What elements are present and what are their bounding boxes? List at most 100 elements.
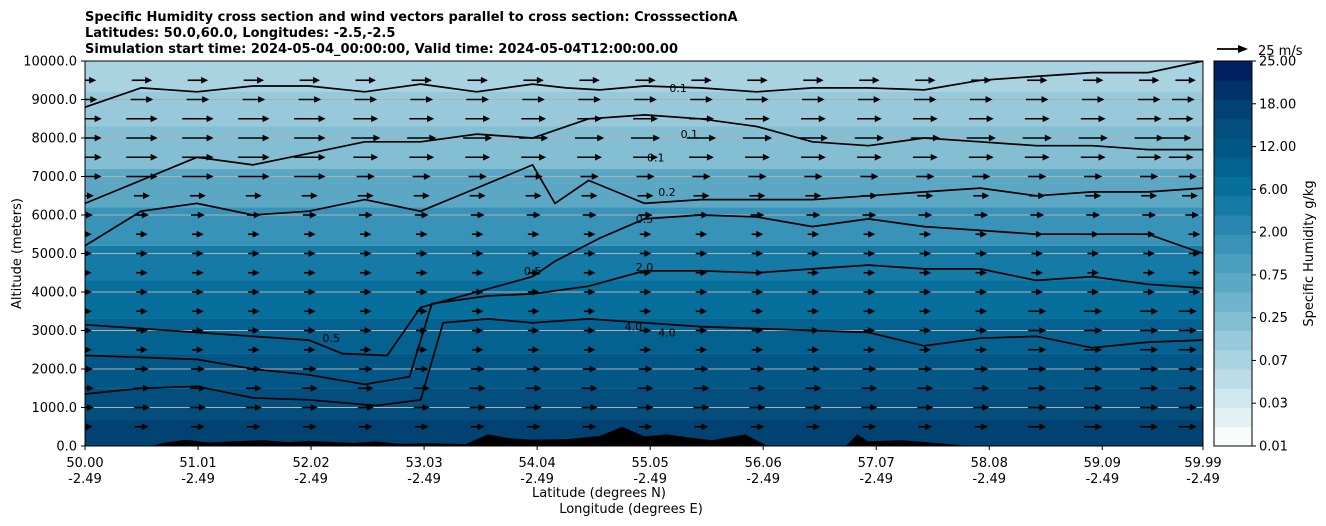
wind-arrow-18-9	[579, 76, 600, 84]
wind-arrow-14-16	[968, 153, 994, 161]
wind-arrow-10-15	[919, 230, 932, 238]
wind-arrow-14-5	[353, 153, 379, 161]
y-tick-label-7: 7000.0	[32, 170, 78, 185]
x-tick-lat-6: 56.06	[745, 456, 782, 471]
wind-arrow-9-7	[471, 250, 484, 257]
wind-arrow-7-6	[415, 288, 428, 296]
wind-arrow-16-5	[353, 115, 379, 123]
wind-arrow-18-1	[131, 76, 153, 84]
wind-arrow-2-4	[301, 384, 318, 392]
wind-arrow-4-11	[695, 346, 708, 354]
wind-arrow-17-16	[969, 96, 993, 103]
wind-arrow-11-4	[302, 211, 317, 219]
wind-arrow-17-8	[522, 96, 545, 103]
wind-arrow-11-3	[246, 211, 261, 219]
x-axis-label-lon: Longitude (degrees E)	[559, 502, 703, 517]
wind-arrow-12-20	[1182, 192, 1198, 200]
colorbar-swatch-8	[1214, 272, 1252, 293]
wind-arrow-4-13	[807, 346, 820, 354]
x-tick-lon-2: -2.49	[294, 472, 328, 487]
x-tick-lat-4: 54.04	[519, 456, 556, 471]
wind-arrow-5-2	[192, 327, 204, 334]
wind-arrow-13-0	[85, 173, 102, 180]
wind-arrow-12-18	[1085, 192, 1102, 200]
x-tick-lon-5: -2.49	[633, 472, 667, 487]
wind-arrow-15-1	[126, 134, 158, 142]
wind-arrow-6-14	[863, 307, 876, 315]
wind-arrow-10-17	[1031, 230, 1044, 238]
wind-arrow-12-19	[1141, 192, 1158, 200]
wind-arrow-3-18	[1084, 365, 1103, 373]
wind-arrow-1-20	[1178, 404, 1197, 411]
axes: 0.0 1000.0 2000.0 3000.0 4000.0 5000.0 6000.0 7…	[10, 55, 1222, 518]
wind-arrow-16-13	[801, 115, 826, 123]
wind-arrow-7-11	[695, 288, 708, 296]
wind-arrow-6-4	[304, 307, 316, 315]
x-tick-lon-0: -2.49	[68, 472, 102, 487]
wind-arrow-5-9	[583, 327, 596, 334]
contour-label-5-0: 0.1	[669, 82, 687, 95]
colorbar-swatch-13	[1214, 176, 1252, 197]
x-tick-lat-1: 51.01	[179, 456, 216, 471]
wind-arrow-17-10	[634, 96, 657, 103]
colorbar-swatch-18	[1214, 80, 1252, 100]
wind-arrow-6-7	[471, 307, 484, 315]
plot-clip-group: 4.04.02.00.50.50.50.20.10.10.1	[85, 61, 1203, 446]
wind-arrow-13-18	[1084, 173, 1103, 180]
wind-arrow-9-16	[975, 250, 988, 257]
wind-arrow-10-1	[136, 230, 148, 238]
y-tick-label-9: 9000.0	[32, 93, 78, 108]
wind-arrow-11-15	[918, 211, 933, 219]
colorbar-swatch-9	[1214, 253, 1252, 274]
x-tick-lat-8: 58.08	[971, 456, 1008, 471]
wind-arrow-15-16	[966, 134, 996, 142]
wind-arrow-11-10	[638, 211, 653, 219]
contour-line-0p1-5	[85, 61, 1203, 109]
wind-arrow-11-19	[1142, 211, 1157, 219]
contour-label-0-1: 4.0	[658, 326, 676, 339]
wind-arrow-6-13	[807, 307, 820, 315]
wind-arrow-18-11	[691, 76, 712, 84]
x-tick-lon-1: -2.49	[181, 472, 215, 487]
wind-arrow-14-1	[126, 153, 158, 161]
wind-arrow-12-16	[973, 192, 990, 200]
wind-arrow-11-8	[526, 211, 541, 219]
wind-arrow-3-20	[1178, 365, 1197, 373]
wind-arrow-11-20	[1185, 211, 1200, 219]
terrain	[85, 426, 1203, 446]
wind-arrow-14-8	[521, 153, 547, 161]
colorbar-swatch-3	[1214, 369, 1252, 389]
wind-arrow-13-15	[916, 173, 935, 180]
wind-arrow-0-18	[1084, 423, 1103, 431]
wind-arrow-12-3	[245, 192, 262, 200]
wind-arrow-11-14	[862, 211, 877, 219]
wind-arrow-15-2	[182, 134, 214, 142]
wind-arrow-2-15	[917, 384, 934, 392]
x-tick-lon-4: -2.49	[520, 472, 554, 487]
wind-arrow-15-12	[742, 134, 773, 142]
wind-arrow-2-2	[189, 384, 206, 392]
wind-arrow-0-3	[246, 423, 261, 431]
wind-arrow-6-1	[136, 307, 148, 315]
wind-arrow-3-5	[358, 365, 373, 373]
wind-arrow-12-9	[581, 192, 598, 200]
wind-arrow-9-9	[583, 250, 596, 257]
colorbar: 0.01 0.03 0.07 0.25 0.75 2.00 6.00 12.00 18.00 25…	[1213, 44, 1317, 455]
wind-arrow-1-9	[581, 404, 598, 411]
wind-arrow-2-16	[973, 384, 990, 392]
wind-arrow-13-20	[1178, 173, 1197, 180]
wind-arrow-15-15	[910, 134, 940, 142]
wind-arrow-17-2	[186, 96, 210, 103]
wind-arrow-15-7	[463, 134, 493, 142]
y-tick-label-2: 2000.0	[32, 363, 78, 378]
wind-arrow-3-0	[85, 365, 93, 373]
wind-arrow-18-14	[859, 76, 880, 84]
wind-arrow-14-3	[238, 153, 270, 161]
wind-arrow-13-8	[524, 173, 543, 180]
wind-arrow-4-12	[751, 346, 764, 354]
wind-arrow-5-5	[359, 327, 372, 334]
wind-arrow-10-7	[471, 230, 484, 238]
colorbar-tick-label-2: 0.07	[1259, 354, 1288, 369]
wind-arrow-17-9	[578, 96, 601, 103]
wind-arrow-3-3	[246, 365, 261, 373]
